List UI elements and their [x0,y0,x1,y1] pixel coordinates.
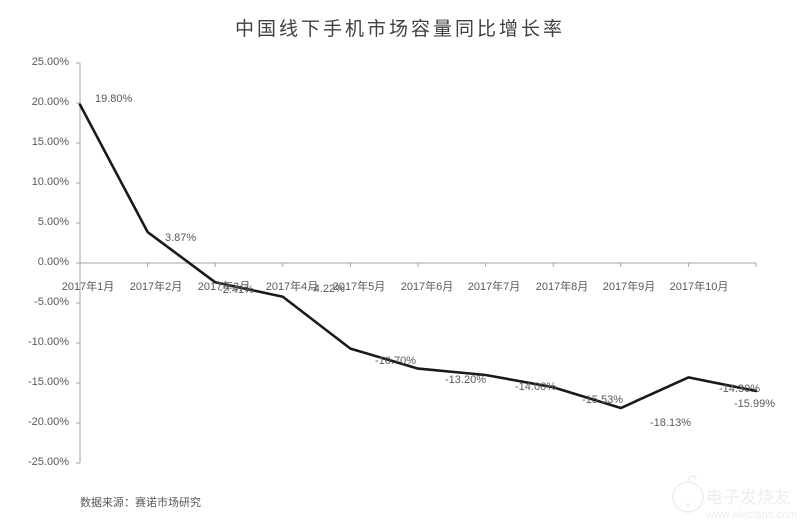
svg-text:www.elecfans.com: www.elecfans.com [705,509,797,521]
svg-text:电子发烧友: 电子发烧友 [706,488,791,507]
